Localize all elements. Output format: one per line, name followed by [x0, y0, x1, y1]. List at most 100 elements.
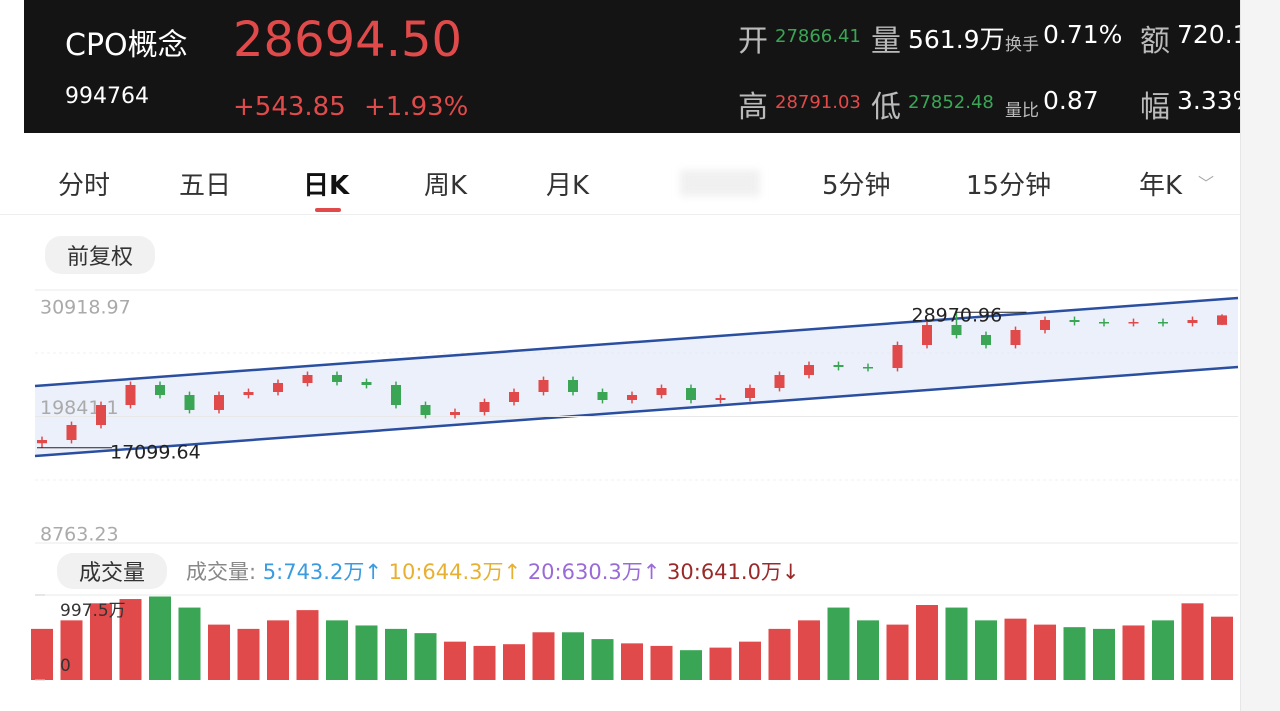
candle-body [922, 324, 932, 345]
candle-body [951, 324, 962, 336]
volume-bar [827, 607, 850, 680]
candle-body [214, 394, 224, 410]
volume-bar [267, 620, 289, 680]
stock-code: 994764 [65, 84, 149, 109]
candle-body [715, 398, 726, 401]
tab[interactable]: 五日 [179, 171, 232, 201]
volume-tick-label: 997.5万 [60, 601, 126, 621]
stat-value: 3.33% [1177, 86, 1240, 115]
volume-bar [326, 620, 348, 680]
volume-bar [1034, 624, 1056, 680]
change: +543.85 [233, 92, 346, 122]
y-tick-label: 8763.23 [40, 524, 119, 546]
candle-body [1040, 319, 1050, 331]
volume-bar [355, 625, 378, 680]
candle-body [155, 384, 165, 395]
channel-fill [35, 298, 1238, 456]
channel-line [34, 365, 1239, 458]
price: 28694.50 [233, 12, 463, 68]
stat-label: 换手 [1005, 35, 1039, 55]
quote-header: CPO概念 28694.50 994764 +543.85 +1.93% 开 27… [24, 0, 1240, 133]
volume-tick-label: 0 [60, 656, 71, 676]
stat-value: 561.9万 [908, 25, 1005, 54]
stat-label: 高 [738, 90, 768, 125]
candle-body [863, 366, 873, 369]
tab[interactable]: 分时 [58, 171, 111, 201]
candle-body [686, 387, 696, 401]
stat-label: 量比 [1005, 101, 1039, 121]
tab[interactable]: 周K [424, 171, 468, 201]
candle-body [804, 365, 814, 375]
volume-bar [237, 628, 260, 680]
tab[interactable]: 年K [1139, 171, 1183, 201]
volume-bar [119, 599, 142, 680]
tab[interactable]: 日K [303, 171, 350, 201]
volume-bar [591, 639, 614, 680]
stock-name: CPO概念 [65, 28, 188, 63]
candle-body [774, 374, 785, 388]
volume-bar [414, 633, 437, 680]
low-annotation: 17099.64 [110, 441, 201, 463]
candle-body [1128, 321, 1139, 324]
side-strip [1240, 0, 1280, 711]
tab[interactable]: 月K [546, 171, 590, 201]
volume-legend: 成交量: 5:743.2万↑ 10:644.3万↑ 20:630.3万↑ 30:… [186, 556, 800, 586]
candle-body [332, 374, 342, 382]
candle-body [243, 391, 254, 395]
stat-value: 0.87 [1043, 86, 1099, 115]
volume-bar [1122, 625, 1145, 680]
stat-label: 幅 [1140, 90, 1170, 125]
stat-value: 720.1 [1177, 20, 1240, 49]
stat-value: 0.71% [1043, 20, 1123, 49]
candle-body [745, 387, 755, 399]
volume-bar [562, 632, 584, 680]
candle-body [420, 405, 431, 415]
candle-body [302, 374, 313, 383]
candle-body [833, 365, 844, 367]
volume-bar [1063, 627, 1086, 680]
volume-bar [739, 641, 761, 680]
candle-body [479, 401, 490, 413]
volume-bar [857, 620, 879, 680]
blurred-tab [680, 170, 760, 196]
legend-item: 30:641.0万↓ [667, 560, 800, 584]
volume-button[interactable]: 成交量 [57, 553, 168, 589]
dropdown-chevron: ﹀ [1198, 174, 1215, 193]
candle-body [96, 405, 106, 425]
candle-body [892, 344, 903, 368]
tab[interactable]: 15分钟 [966, 171, 1052, 201]
change-pct: +1.93% [364, 92, 469, 122]
candle-body [391, 384, 401, 406]
volume-bar [178, 607, 201, 680]
candle-body [568, 379, 578, 392]
tab[interactable]: 5分钟 [822, 171, 891, 201]
candle-body [66, 424, 77, 441]
divider [0, 214, 1240, 215]
volume-bar [886, 624, 909, 680]
volume-bar [532, 632, 555, 680]
candle-body [656, 387, 667, 395]
y-tick-label: 30918.97 [40, 297, 131, 319]
candle-body [538, 379, 549, 392]
volume-bar [709, 647, 732, 680]
volume-bar [1004, 618, 1027, 680]
volume-bar [1152, 620, 1174, 680]
adjust-button[interactable]: 前复权 [45, 236, 156, 274]
volume-bar [680, 650, 702, 680]
tab-indicator [315, 208, 341, 212]
candle-body [125, 384, 136, 406]
stat-label: 量 [871, 24, 901, 59]
volume-bar [385, 628, 407, 680]
volume-bar [1211, 616, 1233, 680]
y-tick-label: 19841.1 [40, 397, 119, 419]
volume-bar [945, 607, 968, 680]
volume-bar [149, 596, 171, 680]
volume-bar [473, 645, 496, 680]
candle-body [509, 391, 519, 402]
candle-body [273, 382, 283, 392]
channel-line [34, 296, 1239, 388]
candle-body [627, 394, 637, 401]
volume-bar [208, 624, 230, 680]
stat-label: 开 [738, 24, 768, 59]
